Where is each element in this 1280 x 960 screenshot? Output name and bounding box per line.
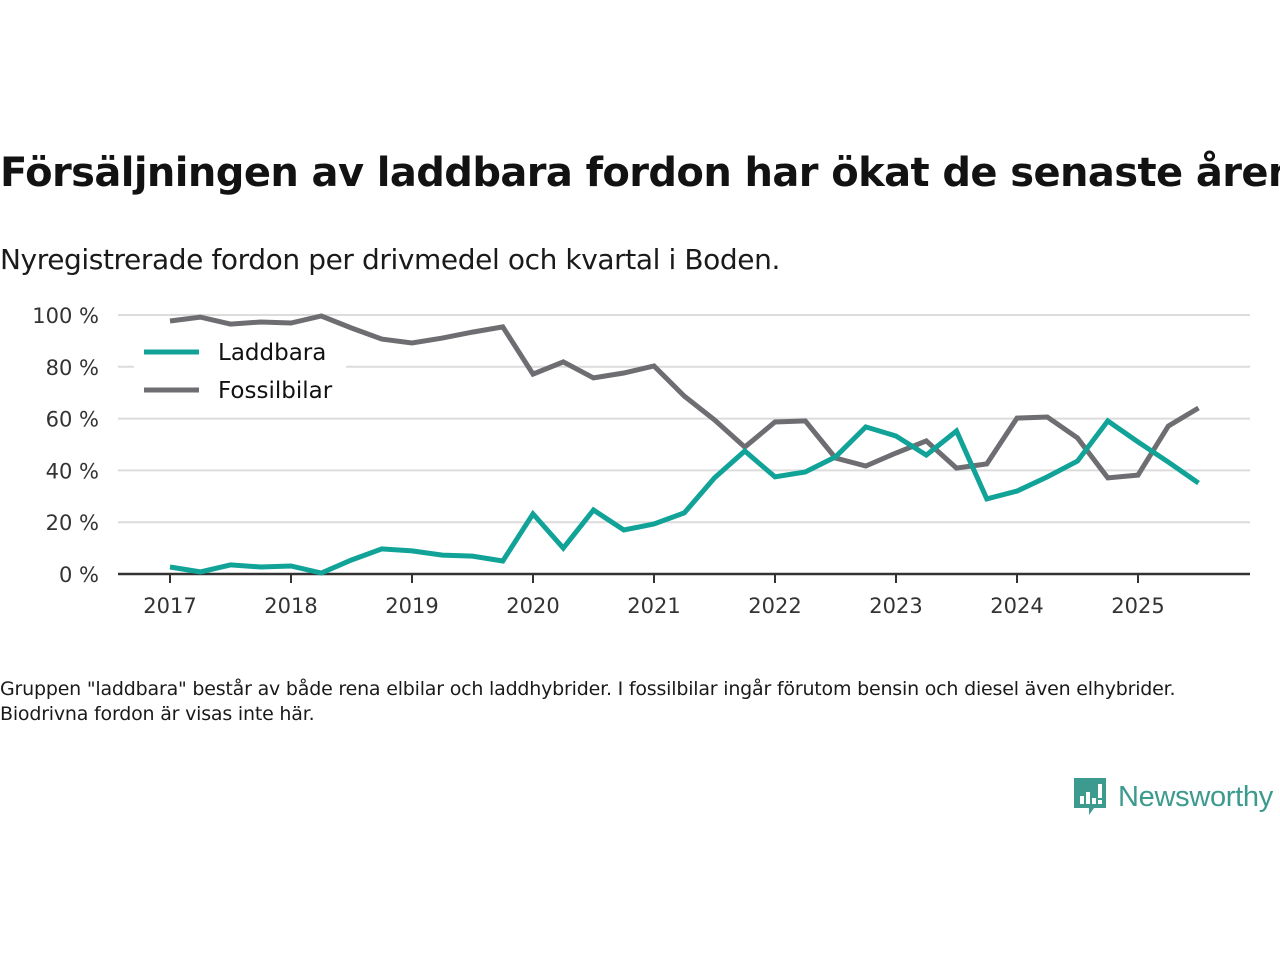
x-tick-label: 2025 <box>1111 594 1164 618</box>
x-tick-label: 2019 <box>385 594 438 618</box>
x-tick-label: 2023 <box>869 594 922 618</box>
y-tick-label: 100 % <box>32 304 99 328</box>
y-tick-label: 80 % <box>46 356 99 380</box>
bar-chart-speech-bubble-icon <box>1074 778 1106 815</box>
brand-logo: Newsworthy <box>1072 776 1273 818</box>
x-axis: 2017 2018 2019 2020 2021 2022 2023 2024 2025 <box>118 572 1250 618</box>
chart-subtitle: Nyregistrerade fordon per drivmedel och … <box>0 243 780 276</box>
legend-label: Laddbara <box>218 340 326 366</box>
legend-label: Fossilbilar <box>218 378 333 404</box>
x-tick-label: 2020 <box>506 594 559 618</box>
brand-name: Newsworthy <box>1118 780 1273 813</box>
y-axis-ticks: 0 % 20 % 40 % 60 % 80 % 100 % <box>32 304 99 587</box>
y-tick-label: 60 % <box>46 408 99 432</box>
x-tick-label: 2022 <box>748 594 801 618</box>
legend: Laddbara Fossilbilar <box>134 333 346 411</box>
legend-background <box>134 333 346 411</box>
series-lines <box>169 313 1200 576</box>
footnote: Gruppen "laddbara" består av både rena e… <box>0 678 1176 725</box>
y-tick-label: 20 % <box>46 511 99 535</box>
y-tick-label: 40 % <box>46 459 99 483</box>
x-tick-label: 2018 <box>264 594 317 618</box>
chart-title: Försäljningen av laddbara fordon har öka… <box>0 150 1280 196</box>
x-tick-label: 2024 <box>990 594 1043 618</box>
series-line-fossilbilar <box>169 313 1200 481</box>
x-tick-label: 2021 <box>627 594 680 618</box>
x-tick-label: 2017 <box>143 594 196 618</box>
series-line-laddbara <box>169 417 1200 576</box>
line-chart: 0 % 20 % 40 % 60 % 80 % 100 % 2017 2018 2019 202… <box>32 304 1250 618</box>
y-tick-label: 0 % <box>59 563 99 587</box>
